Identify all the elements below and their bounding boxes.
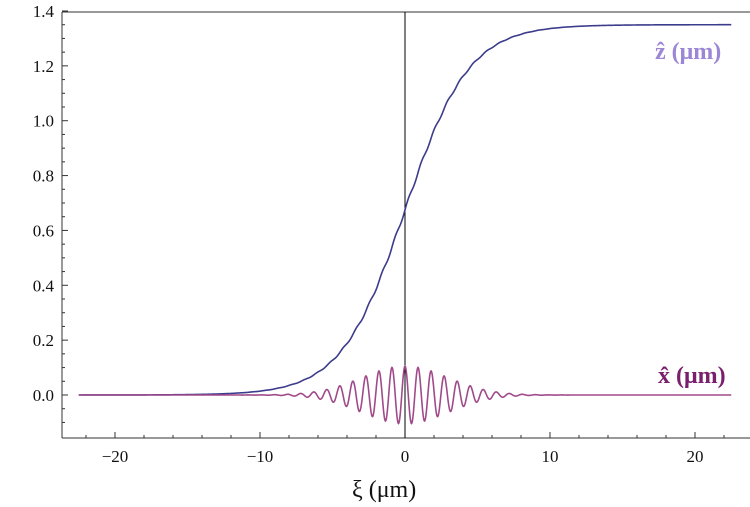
- y-tick-label: 0.6: [33, 221, 54, 240]
- y-tick-label: 0.0: [33, 386, 54, 405]
- x-tick-label: 0: [401, 447, 410, 466]
- x-tick-label: 20: [687, 447, 704, 466]
- y-tick-label: 1.0: [33, 112, 54, 131]
- ticks: −20 −10 0 10 20 0.0 0.2 0.4 0.6 0.8 1.0 1.2 1.4: [33, 2, 725, 466]
- series-z-label: ẑ (μm): [655, 39, 721, 65]
- x-tick-label: −10: [247, 447, 274, 466]
- series-x-line: [78, 364, 732, 425]
- y-tick-label: 1.4: [33, 2, 55, 21]
- y-tick-label: 0.2: [33, 331, 54, 350]
- y-tick-label: 1.2: [33, 57, 54, 76]
- x-tick-label: 10: [542, 447, 559, 466]
- x-axis-label: ξ (μm): [352, 477, 416, 503]
- x-tick-label: −20: [102, 447, 129, 466]
- series-x-label: x̂ (μm): [658, 363, 726, 389]
- y-tick-label: 0.8: [33, 167, 54, 186]
- y-tick-label: 0.4: [33, 276, 55, 295]
- plot-frame: [61, 11, 750, 439]
